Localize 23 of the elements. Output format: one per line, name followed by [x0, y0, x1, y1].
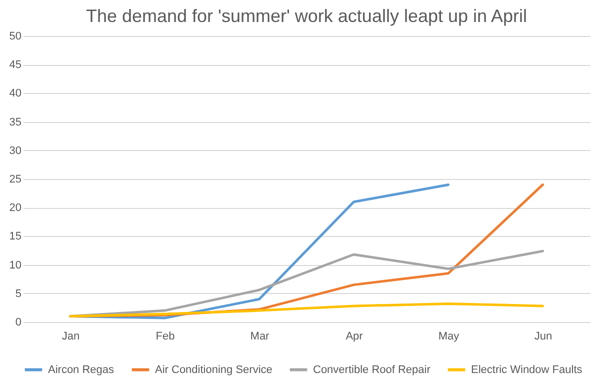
- y-tick-label: 50: [9, 30, 22, 42]
- x-tick-label: Jun: [534, 330, 552, 342]
- legend-label: Air Conditioning Service: [155, 364, 272, 376]
- x-tick-label: May: [438, 330, 460, 342]
- y-tick-label: 40: [9, 88, 22, 100]
- line-series: [69, 302, 544, 318]
- legend-label: Aircon Regas: [48, 364, 115, 376]
- y-tick-label: 45: [9, 59, 22, 72]
- chart-title: The demand for 'summer' work actually leapt up in April: [86, 6, 528, 26]
- y-tick-label: 20: [9, 202, 22, 214]
- y-tick-label: 5: [15, 288, 22, 300]
- x-tick-label: Mar: [250, 330, 270, 342]
- y-tick-label: 35: [9, 116, 22, 128]
- x-tick-label: Jan: [62, 330, 80, 342]
- x-tick-label: Feb: [156, 330, 175, 342]
- y-tick-label: 25: [9, 174, 22, 186]
- y-tick-label: 0: [15, 316, 22, 328]
- y-tick-label: 10: [9, 259, 22, 272]
- legend-label: Electric Window Faults: [471, 364, 583, 376]
- legend-label: Convertible Roof Repair: [313, 364, 431, 376]
- y-tick-label: 30: [9, 144, 22, 157]
- x-tick-label: Apr: [346, 330, 364, 342]
- y-tick-label: 15: [9, 230, 22, 243]
